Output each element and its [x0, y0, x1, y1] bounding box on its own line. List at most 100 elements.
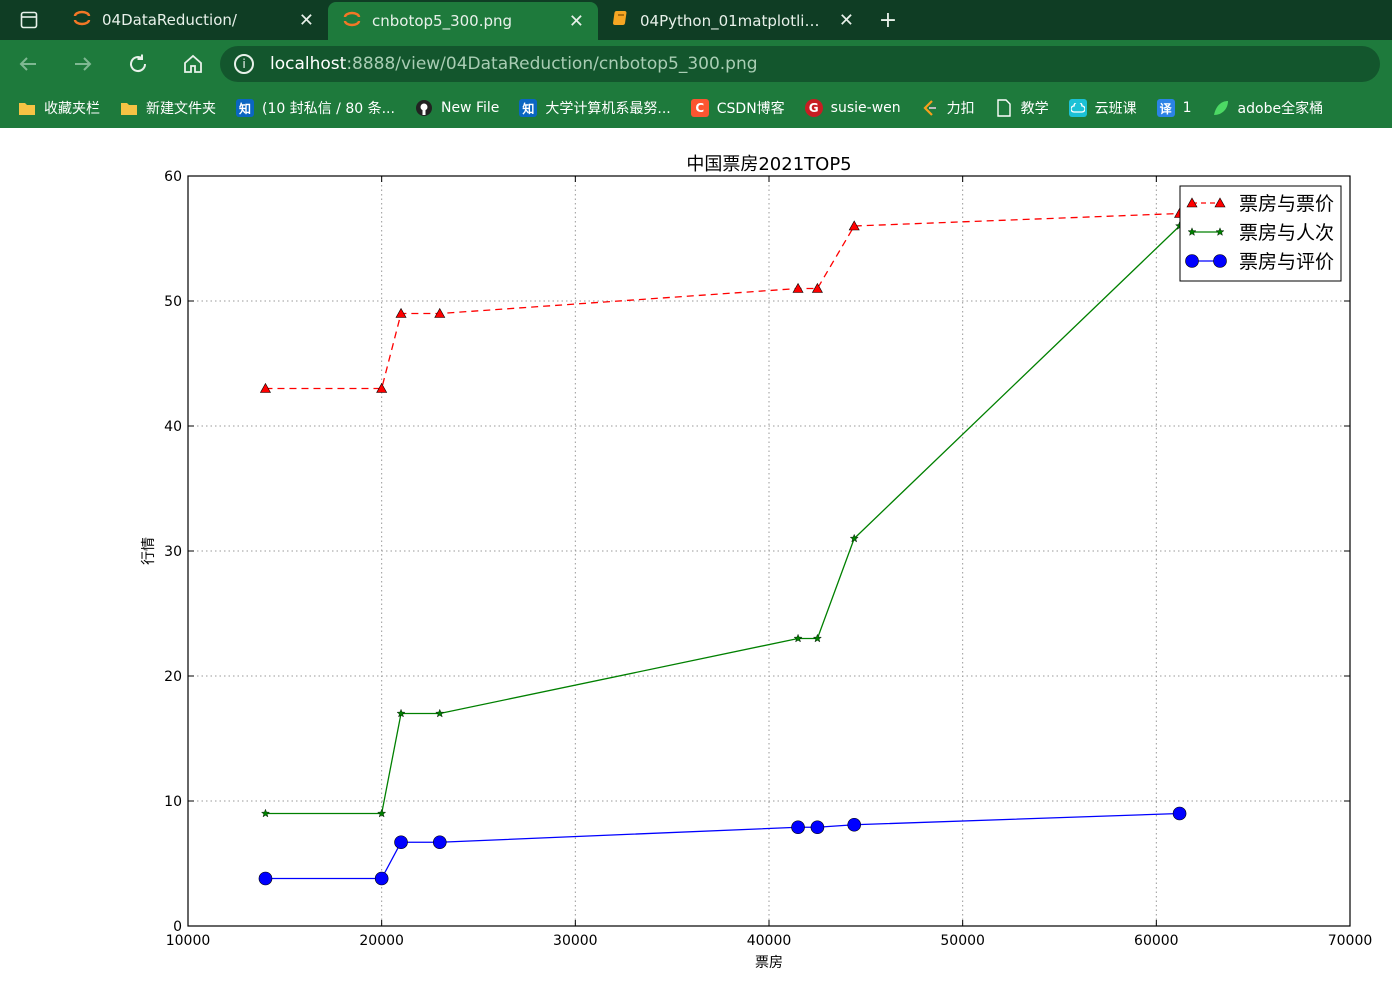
close-icon[interactable]: ✕: [568, 10, 584, 32]
data-point-circle: [810, 820, 825, 835]
y-tick-label: 0: [173, 919, 182, 935]
data-point-circle: [394, 835, 408, 850]
bookmark-label: 收藏夹栏: [44, 101, 100, 117]
axis-ticks: 10000 20000 30000 40000 50000 60000 70000 0 10 20…: [164, 169, 1372, 949]
jupyter-icon: [342, 9, 362, 33]
x-tick-label: 50000: [940, 933, 985, 949]
bookmark-leetcode[interactable]: 力扣: [921, 98, 975, 118]
data-point-triangle: [259, 382, 271, 393]
legend-marker: [1185, 254, 1199, 268]
x-tick-label: 20000: [359, 933, 404, 949]
translate-icon: 译: [1156, 99, 1175, 117]
data-point-triangle: [811, 282, 823, 293]
bookmark-adobe[interactable]: adobe全家桶: [1212, 98, 1324, 118]
new-tab-button[interactable]: +: [878, 7, 898, 33]
bookmark-new-file[interactable]: New File: [415, 99, 499, 117]
bookmark-label: 新建文件夹: [146, 101, 216, 117]
y-tick-label: 20: [164, 669, 182, 685]
bookmark-label: adobe全家桶: [1237, 101, 1324, 117]
notebook-icon: [612, 9, 630, 31]
x-tick-label: 10000: [166, 933, 211, 949]
x-axis-label: 票房: [755, 955, 783, 971]
zhihu-icon: 知: [519, 99, 538, 117]
bookmark-label: New File: [440, 100, 500, 116]
bookmark-label: 力扣: [946, 101, 975, 117]
data-point-triangle: [848, 220, 860, 231]
bookmarks-bar: 收藏夹栏 新建文件夹 知 (10 封私信 / 80 条... New File …: [0, 88, 1392, 128]
data-point-circle: [1172, 806, 1187, 821]
y-axis-label: 行情: [141, 537, 157, 565]
data-point-star: [260, 808, 270, 818]
tab-title: 04DataReduction/: [102, 11, 237, 29]
data-point-circle: [432, 835, 447, 850]
jupyter-icon: [72, 8, 92, 32]
tab-datareduction[interactable]: 04DataReduction/ ✕: [58, 0, 328, 40]
info-icon[interactable]: i: [234, 54, 254, 74]
y-tick-label: 50: [164, 294, 182, 310]
reload-icon[interactable]: [110, 53, 165, 75]
tab-cnbotop5[interactable]: cnbotop5_300.png ✕: [328, 2, 598, 40]
bookmark-zhihu-article[interactable]: 知 大学计算机系最努...: [519, 98, 671, 118]
tab-title: 04Python_01matplotlib简介 - Jup: [640, 11, 829, 30]
data-point-star: [812, 633, 822, 643]
csdn-icon: C: [690, 99, 709, 117]
series-star: [260, 221, 1185, 818]
bookmark-teaching[interactable]: 教学: [995, 98, 1049, 118]
bookmark-label: CSDN博客: [716, 101, 785, 117]
back-arrow-icon[interactable]: [0, 53, 55, 75]
folder-icon: [18, 99, 36, 117]
series-line: [265, 212, 1180, 390]
image-viewer: 10000 20000 30000 40000 50000 60000 70000 0 10 20…: [0, 128, 1392, 992]
folder-icon: [120, 99, 138, 117]
page-icon: [995, 99, 1013, 117]
data-point-circle: [374, 871, 389, 886]
data-point-star: [849, 533, 859, 543]
x-tick-label: 40000: [747, 933, 792, 949]
data-point-star: [396, 708, 406, 718]
tab-bar: 04DataReduction/ ✕ cnbotop5_300.png ✕ 04…: [0, 0, 1392, 40]
legend-label: 票房与评价: [1239, 251, 1334, 273]
bookmark-zhihu-messages[interactable]: 知 (10 封私信 / 80 条...: [236, 98, 395, 118]
forward-arrow-icon[interactable]: [55, 53, 110, 75]
legend-marker: [1187, 227, 1197, 236]
legend-label: 票房与人次: [1239, 222, 1334, 244]
grid: [188, 176, 1350, 926]
chart: 10000 20000 30000 40000 50000 60000 70000 0 10 20…: [141, 154, 1372, 971]
url-path: :8888/view/04DataReduction/cnbotop5_300.…: [346, 54, 758, 74]
bookmark-label: (10 封私信 / 80 条...: [262, 101, 395, 117]
address-bar[interactable]: i localhost:8888/view/04DataReduction/cn…: [220, 46, 1380, 82]
data-point-star: [793, 633, 803, 643]
bookmark-csdn[interactable]: C CSDN博客: [690, 98, 785, 118]
bookmark-label: 大学计算机系最努...: [545, 101, 671, 117]
series-line: [265, 225, 1181, 815]
close-icon[interactable]: ✕: [838, 9, 854, 31]
bookmark-label: 教学: [1020, 101, 1049, 117]
bookmark-mosoteach[interactable]: 云班课: [1068, 98, 1137, 118]
tab-actions-icon[interactable]: [0, 0, 58, 40]
leetcode-icon: [921, 99, 939, 117]
bookmark-new-folder[interactable]: 新建文件夹: [120, 98, 216, 118]
bookmark-gitee[interactable]: G susie-wen: [804, 99, 901, 117]
nav-bar: i localhost:8888/view/04DataReduction/cn…: [0, 40, 1392, 88]
tab-title: cnbotop5_300.png: [372, 12, 513, 30]
home-icon[interactable]: [165, 53, 220, 75]
x-tick-label: 70000: [1328, 933, 1373, 949]
y-tick-label: 30: [164, 544, 182, 560]
data-point-circle: [847, 817, 862, 832]
url-host: localhost: [270, 54, 347, 74]
bookmark-label: 云班课: [1094, 101, 1137, 117]
close-icon[interactable]: ✕: [298, 9, 314, 31]
legend-label: 票房与票价: [1239, 193, 1334, 215]
bookmark-translate[interactable]: 译 1: [1156, 99, 1192, 117]
legend-marker: [1186, 197, 1198, 208]
bookmark-label: 1: [1182, 100, 1192, 116]
bookmark-favorites[interactable]: 收藏夹栏: [18, 98, 100, 118]
data-point-triangle: [792, 282, 804, 293]
data-point-circle: [258, 871, 273, 886]
data-point-triangle: [376, 382, 388, 393]
data-point-star: [435, 708, 445, 718]
tab-matplotlib-notebook[interactable]: 04Python_01matplotlib简介 - Jup ✕: [598, 0, 868, 40]
legend-marker: [1213, 254, 1227, 268]
legend-box: [1179, 185, 1342, 282]
